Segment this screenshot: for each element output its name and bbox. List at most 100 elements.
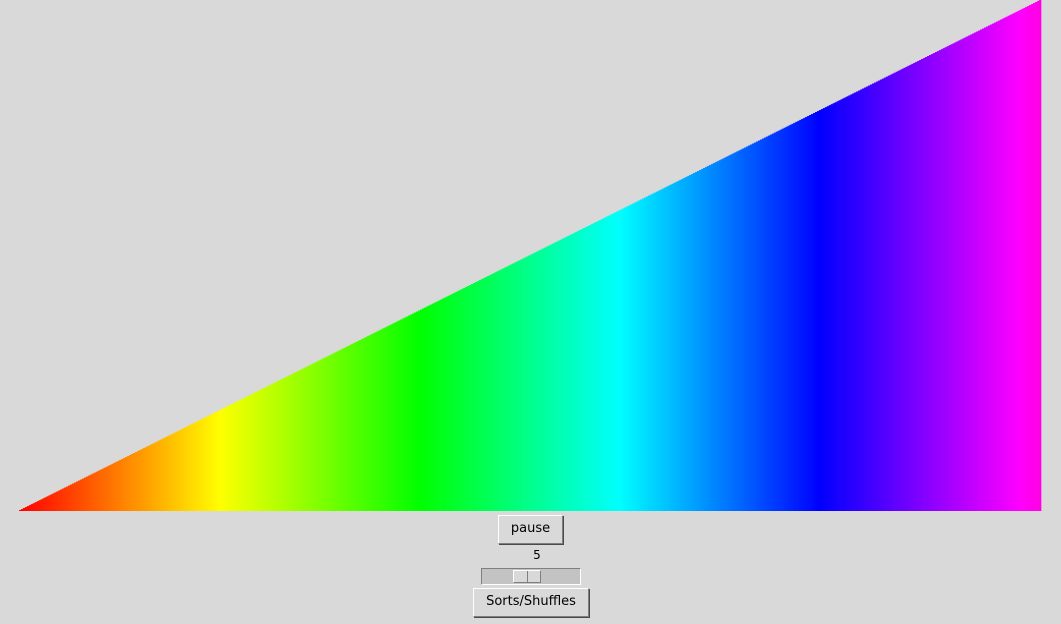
- bar: [180, 429, 183, 511]
- bar: [724, 157, 727, 511]
- bar: [408, 315, 411, 511]
- bar: [722, 158, 725, 511]
- bar: [392, 323, 395, 511]
- bar: [897, 70, 900, 511]
- bar: [991, 23, 995, 512]
- bar: [868, 85, 871, 511]
- bar: [329, 354, 332, 511]
- bar: [319, 359, 323, 511]
- bar: [425, 306, 429, 511]
- bar: [447, 295, 450, 511]
- bar: [881, 78, 885, 512]
- bar: [280, 379, 283, 511]
- bar: [545, 246, 549, 511]
- bar: [807, 115, 810, 511]
- bar: [610, 214, 613, 512]
- bar: [543, 247, 547, 511]
- bar: [121, 458, 124, 511]
- bar: [290, 374, 293, 511]
- bar: [995, 21, 999, 512]
- bar: [746, 146, 749, 511]
- bar: [944, 47, 948, 511]
- pause-button[interactable]: pause: [498, 515, 563, 544]
- bar: [398, 320, 401, 511]
- bar: [56, 491, 59, 511]
- bar: [453, 292, 456, 511]
- bar: [19, 510, 22, 511]
- bar: [915, 61, 918, 511]
- bar: [339, 349, 342, 511]
- bar: [832, 103, 835, 512]
- slider-thumb[interactable]: [513, 570, 541, 583]
- bar: [683, 177, 686, 511]
- bar: [982, 28, 985, 512]
- bar: [885, 76, 889, 512]
- bar: [980, 29, 983, 512]
- bar: [276, 381, 279, 511]
- bar: [866, 86, 869, 512]
- bar: [557, 240, 560, 511]
- bar: [119, 459, 122, 511]
- bar: [530, 254, 533, 511]
- bar: [46, 496, 49, 511]
- bar: [451, 293, 454, 511]
- bar: [416, 311, 419, 511]
- bar: [313, 362, 317, 511]
- bar: [496, 271, 499, 511]
- bar: [315, 361, 319, 511]
- bar: [785, 126, 788, 511]
- bar: [984, 27, 987, 511]
- bar: [651, 193, 655, 511]
- bar: [528, 255, 531, 511]
- bar: [628, 205, 631, 511]
- bar: [172, 433, 175, 511]
- bar: [311, 363, 315, 511]
- bar: [718, 160, 721, 511]
- bar: [730, 154, 733, 511]
- bar: [302, 368, 305, 511]
- bar: [500, 269, 503, 511]
- bar: [799, 119, 802, 511]
- bar: [756, 141, 759, 511]
- bar: [679, 179, 682, 511]
- bar: [516, 261, 519, 511]
- bar: [355, 341, 358, 511]
- bar: [24, 507, 28, 511]
- bar: [174, 432, 177, 511]
- bar: [1035, 1, 1038, 512]
- bar: [883, 77, 887, 512]
- bar: [345, 346, 348, 511]
- bar: [985, 26, 989, 512]
- bar: [239, 399, 242, 511]
- bar: [22, 508, 26, 511]
- bar: [581, 228, 584, 512]
- sorts-shuffles-button[interactable]: Sorts/Shuffles: [473, 588, 589, 617]
- bar: [449, 294, 452, 511]
- bar: [934, 52, 938, 511]
- bar: [818, 110, 822, 511]
- bar: [978, 30, 981, 511]
- bar: [893, 72, 896, 512]
- bar: [565, 236, 568, 512]
- speed-slider[interactable]: [481, 568, 581, 585]
- bar: [463, 287, 466, 511]
- bar: [58, 490, 61, 511]
- bar: [117, 460, 120, 511]
- bar: [74, 482, 77, 511]
- bar: [50, 494, 53, 511]
- bar: [575, 231, 578, 512]
- bar: [42, 498, 45, 511]
- bar: [836, 101, 839, 511]
- bar: [207, 415, 210, 511]
- bar: [246, 396, 250, 511]
- bar: [539, 249, 543, 511]
- bar: [1005, 16, 1008, 512]
- bar: [787, 125, 790, 511]
- bar: [689, 174, 692, 511]
- bar: [573, 232, 576, 511]
- bar: [763, 137, 767, 511]
- bar: [154, 442, 157, 511]
- bar: [917, 60, 920, 511]
- bar: [300, 369, 303, 511]
- bar: [663, 187, 666, 511]
